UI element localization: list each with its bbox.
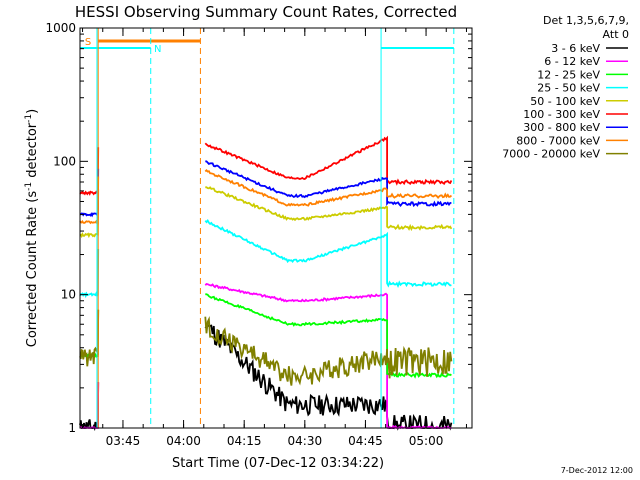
series-line-3-1 (204, 219, 452, 289)
y-tick-label: 1000 (45, 21, 76, 35)
y-tick-label: 1 (68, 421, 76, 435)
series-line-7-1 (204, 169, 453, 207)
y-axis: 1 10 100 1000 (45, 21, 472, 435)
chart-title: HESSI Observing Summary Count Rates, Cor… (75, 3, 457, 21)
legend-entry-label: 300 - 800 keV (523, 121, 600, 134)
y-axis-label: Corrected Count Rate (s-1 detector-1) (24, 109, 40, 347)
x-tick-label: 04:00 (166, 434, 201, 448)
plot-frame (79, 27, 473, 429)
saa-flag-label: S (85, 37, 91, 48)
legend-entry-label: 50 - 100 keV (530, 95, 600, 108)
series-line-4-0 (79, 189, 100, 239)
legend-entry-label: 12 - 25 keV (537, 68, 600, 81)
x-axis-label: Start Time (07-Dec-12 03:34:22) (172, 456, 384, 471)
legend-header-line1: Det 1,3,5,6,7,9, (543, 14, 629, 27)
legend-entry-label: 3 - 6 keV (551, 42, 600, 55)
series-line-7-0 (79, 176, 100, 225)
legend-entry-label: 6 - 12 keV (544, 55, 600, 68)
y-tick-label: 100 (53, 154, 76, 168)
legend-entry-label: 25 - 50 keV (537, 82, 600, 95)
x-axis: 03:45 04:00 04:15 04:30 04:45 05:00 (82, 28, 467, 448)
series-line-2-1 (205, 293, 452, 379)
x-tick-label: 03:45 (106, 434, 141, 448)
legend-entry-label: 7000 - 20000 keV (502, 148, 600, 161)
x-tick-label: 05:00 (409, 434, 444, 448)
footer-timestamp: 7-Dec-2012 12:00 (561, 466, 633, 475)
x-tick-label: 04:15 (227, 434, 262, 448)
observing-flags-layer: SN (80, 28, 455, 428)
series-line-5-1 (204, 135, 453, 186)
series-line-0-1 (204, 324, 453, 431)
series-line-5-0 (79, 147, 100, 197)
night-flag-label: N (154, 44, 161, 55)
legend-entry-label: 100 - 300 keV (523, 108, 600, 121)
legend-entry-label: 800 - 7000 keV (516, 134, 600, 147)
y-tick-label: 10 (61, 288, 76, 302)
legend-header-line2: Att 0 (603, 28, 629, 41)
series-line-6-1 (205, 160, 452, 208)
series-line-8-0 (79, 309, 100, 367)
series-line-4-1 (205, 186, 453, 232)
series-line-8-1 (204, 316, 453, 386)
x-tick-label: 04:45 (348, 434, 383, 448)
x-tick-label: 04:30 (288, 434, 323, 448)
